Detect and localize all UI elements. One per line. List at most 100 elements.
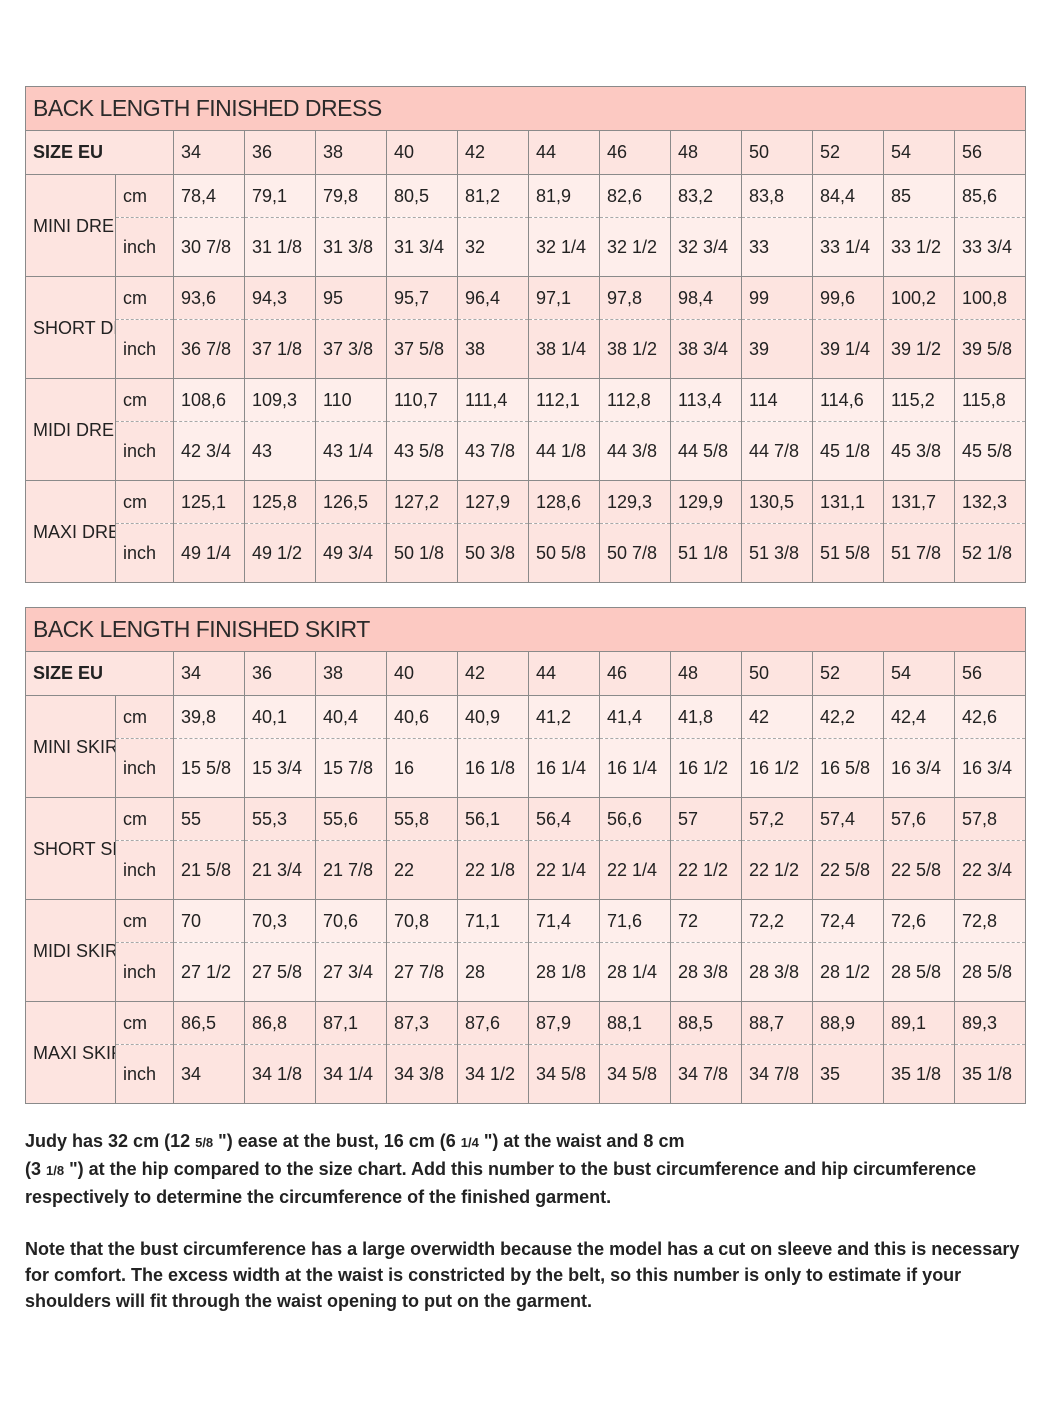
cm-value-cell: 81,2 [457, 174, 529, 218]
cm-value-cell: 109,3 [244, 378, 316, 422]
inch-value-cell: 34 5/8 [599, 1044, 671, 1104]
unit-inch-label: inch [115, 421, 174, 481]
ease-note-paragraph: Judy has 32 cm (12 5/8 ") ease at the bu… [25, 1128, 1025, 1210]
cm-value-cell: 78,4 [173, 174, 245, 218]
cm-value-cell: 88,5 [670, 1001, 742, 1045]
dress-length-table: BACK LENGTH FINISHED DRESS SIZE EU 34 36 38 4… [24, 86, 1027, 583]
cm-value-cell: 131,1 [812, 480, 884, 524]
cm-value-cell: 55,8 [386, 797, 458, 841]
inch-value-cell: 15 3/4 [244, 738, 316, 798]
cm-value-cell: 129,3 [599, 480, 671, 524]
cm-value-cell: 85,6 [953, 174, 1027, 218]
inch-value-cell: 34 7/8 [670, 1044, 742, 1104]
cm-value-cell: 57,2 [741, 797, 813, 841]
cm-value-cell: 126,5 [315, 480, 387, 524]
cm-value-cell: 132,3 [953, 480, 1027, 524]
inch-value-cell: 49 1/2 [244, 523, 316, 583]
inch-value-cell: 28 1/2 [812, 942, 884, 1002]
inch-value-cell: 45 3/8 [883, 421, 955, 481]
inch-value-cell: 21 3/4 [244, 840, 316, 900]
inch-value-cell: 44 3/8 [599, 421, 671, 481]
inch-value-cell: 31 1/8 [244, 217, 316, 277]
cm-value-cell: 55,6 [315, 797, 387, 841]
inch-value-cell: 51 5/8 [812, 523, 884, 583]
cm-value-cell: 128,6 [528, 480, 600, 524]
inch-value-cell: 32 [457, 217, 529, 277]
inch-value-cell: 15 7/8 [315, 738, 387, 798]
inch-value-cell: 16 3/4 [883, 738, 955, 798]
garment-label: MAXI SKIRT [25, 1001, 116, 1104]
note-text: (3 [25, 1159, 47, 1179]
cm-value-cell: 112,8 [599, 378, 671, 422]
inch-value-cell: 22 5/8 [812, 840, 884, 900]
inch-value-cell: 22 1/2 [670, 840, 742, 900]
inch-value-cell: 28 1/8 [528, 942, 600, 1002]
table-row: SHORT SKIRTcm5555,355,655,856,156,456,65… [25, 797, 1027, 900]
note-text: ") at the waist and 8 cm [478, 1131, 685, 1151]
inch-value-cell: 50 7/8 [599, 523, 671, 583]
inch-value-cell: 16 [386, 738, 458, 798]
inch-value-cell: 16 3/4 [953, 738, 1027, 798]
cm-value-cell: 85 [883, 174, 955, 218]
cm-value-cell: 70,6 [315, 899, 387, 943]
inch-value-cell: 38 3/4 [670, 319, 742, 379]
cm-value-cell: 83,8 [741, 174, 813, 218]
inch-value-cell: 51 1/8 [670, 523, 742, 583]
cm-value-cell: 55,3 [244, 797, 316, 841]
inch-value-cell: 49 1/4 [173, 523, 245, 583]
cm-value-cell: 79,1 [244, 174, 316, 218]
inch-value-cell: 30 7/8 [173, 217, 245, 277]
cm-value-cell: 125,8 [244, 480, 316, 524]
inch-value-cell: 44 7/8 [741, 421, 813, 481]
garment-label: MINI SKIRT [25, 695, 116, 798]
inch-value-cell: 33 3/4 [953, 217, 1027, 277]
cm-value-cell: 71,4 [528, 899, 600, 943]
size-header: 44 [528, 651, 600, 696]
unit-cm-label: cm [115, 1001, 174, 1045]
cm-value-cell: 95 [315, 276, 387, 320]
cm-value-cell: 41,2 [528, 695, 600, 739]
size-header: 56 [953, 651, 1027, 696]
garment-label: MIDI SKIRT [25, 899, 116, 1002]
unit-cm-label: cm [115, 480, 174, 524]
cm-value-cell: 87,9 [528, 1001, 600, 1045]
cm-value-cell: 40,6 [386, 695, 458, 739]
cm-value-cell: 89,3 [953, 1001, 1027, 1045]
garment-label: SHORT SKIRT [25, 797, 116, 900]
inch-value-cell: 22 1/4 [599, 840, 671, 900]
cm-value-cell: 99 [741, 276, 813, 320]
inch-value-cell: 39 [741, 319, 813, 379]
cm-value-cell: 115,2 [883, 378, 955, 422]
table-row: inch 21 5/8 21 3/4 21 7/8 22 22 1/8 22 1/4 22 1… [26, 840, 1027, 900]
garment-label: MINI DRESS [25, 174, 116, 277]
inch-value-cell: 35 1/8 [953, 1044, 1027, 1104]
cm-value-cell: 72,6 [883, 899, 955, 943]
table-row: inch 27 1/2 27 5/8 27 3/4 27 7/8 28 28 1/8 28 1… [26, 942, 1027, 1002]
size-eu-label: SIZE EU [25, 651, 174, 696]
garment-label: MIDI DRESS [25, 378, 116, 481]
size-header: 34 [173, 130, 245, 175]
cm-value-cell: 87,6 [457, 1001, 529, 1045]
cm-value-cell: 88,9 [812, 1001, 884, 1045]
table-row: inch 42 3/4 43 43 1/4 43 5/8 43 7/8 44 1/8 44 3… [26, 421, 1027, 481]
cm-value-cell: 110,7 [386, 378, 458, 422]
cm-value-cell: 89,1 [883, 1001, 955, 1045]
table-row: MAXI SKIRTcm86,586,887,187,387,687,988,1… [25, 1001, 1027, 1104]
inch-value-cell: 32 1/2 [599, 217, 671, 277]
inch-value-cell: 39 5/8 [953, 319, 1027, 379]
unit-cm-label: cm [115, 695, 174, 739]
inch-value-cell: 39 1/4 [812, 319, 884, 379]
note-fraction: 1/4 [460, 1135, 479, 1150]
inch-value-cell: 27 5/8 [244, 942, 316, 1002]
cm-value-cell: 88,1 [599, 1001, 671, 1045]
inch-value-cell: 39 1/2 [883, 319, 955, 379]
inch-value-cell: 35 1/8 [883, 1044, 955, 1104]
cm-value-cell: 127,9 [457, 480, 529, 524]
inch-value-cell: 32 1/4 [528, 217, 600, 277]
table-row: MIDI DRESScm108,6109,3110110,7111,4112,1… [25, 378, 1027, 481]
cm-value-cell: 88,7 [741, 1001, 813, 1045]
skirt-length-table: BACK LENGTH FINISHED SKIRT SIZE EU 34 36 38 4… [24, 607, 1027, 1104]
cm-value-cell: 130,5 [741, 480, 813, 524]
cm-value-cell: 72 [670, 899, 742, 943]
inch-value-cell: 16 5/8 [812, 738, 884, 798]
